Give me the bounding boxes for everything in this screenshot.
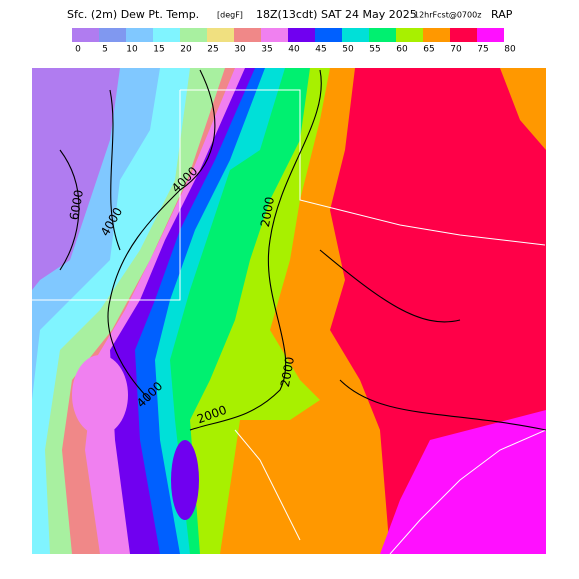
contour-label: 2000 bbox=[278, 356, 297, 389]
legend-swatch bbox=[261, 28, 288, 42]
legend-swatch bbox=[234, 28, 261, 42]
legend-label: 70 bbox=[450, 45, 462, 55]
legend-label: 20 bbox=[180, 45, 192, 55]
model: RAP bbox=[491, 8, 513, 21]
map: 6000 4000 4000 2000 2000 4000 2000 bbox=[32, 68, 546, 554]
border bbox=[32, 89, 546, 301]
field bbox=[500, 68, 546, 150]
legend-label: 30 bbox=[234, 45, 246, 55]
legend-swatch bbox=[369, 28, 396, 42]
legend-swatch bbox=[477, 28, 504, 42]
legend-swatch bbox=[207, 28, 234, 42]
units: [degF] bbox=[217, 11, 243, 20]
legend-label: 75 bbox=[477, 45, 488, 55]
legend-swatch bbox=[180, 28, 207, 42]
contour bbox=[59, 89, 121, 271]
legend-label: 15 bbox=[153, 45, 164, 55]
legend-label: 45 bbox=[315, 45, 326, 55]
legend-label: 0 bbox=[75, 45, 81, 55]
legend-label: 10 bbox=[126, 45, 138, 55]
legend-swatch bbox=[153, 28, 180, 42]
legend: 0 5 10 15 20 25 30 35 40 45 50 55 60 65 70 75 80 bbox=[72, 28, 516, 55]
legend-label: 60 bbox=[396, 45, 408, 55]
field bbox=[171, 440, 199, 520]
legend-label: 80 bbox=[504, 45, 516, 55]
contour-label: 2000 bbox=[258, 196, 277, 229]
valid-time: 18Z(13cdt) SAT 24 May 2025 bbox=[256, 8, 417, 21]
title: Sfc. (2m) Dew Pt. Temp. bbox=[67, 8, 199, 21]
legend-swatch bbox=[315, 28, 342, 42]
legend-swatch bbox=[450, 28, 477, 42]
legend-label: 40 bbox=[288, 45, 300, 55]
legend-label: 25 bbox=[207, 45, 218, 55]
contour bbox=[189, 69, 322, 431]
legend-swatch bbox=[99, 28, 126, 42]
field bbox=[72, 355, 128, 435]
contour bbox=[319, 249, 546, 431]
contour bbox=[107, 69, 216, 401]
legend-swatch bbox=[423, 28, 450, 42]
legend-swatch bbox=[72, 28, 99, 42]
legend-swatch bbox=[396, 28, 423, 42]
legend-label: 55 bbox=[369, 45, 380, 55]
legend-label: 35 bbox=[261, 45, 272, 55]
legend-label: 50 bbox=[342, 45, 354, 55]
legend-label: 65 bbox=[423, 45, 434, 55]
legend-swatch bbox=[126, 28, 153, 42]
field bbox=[32, 68, 120, 290]
border bbox=[234, 429, 546, 554]
legend-swatch bbox=[342, 28, 369, 42]
legend-swatch bbox=[288, 28, 315, 42]
contour-label: 6000 bbox=[67, 189, 86, 222]
legend-label: 5 bbox=[102, 45, 108, 55]
forecast: 12hrFcst@0700z bbox=[414, 11, 481, 20]
